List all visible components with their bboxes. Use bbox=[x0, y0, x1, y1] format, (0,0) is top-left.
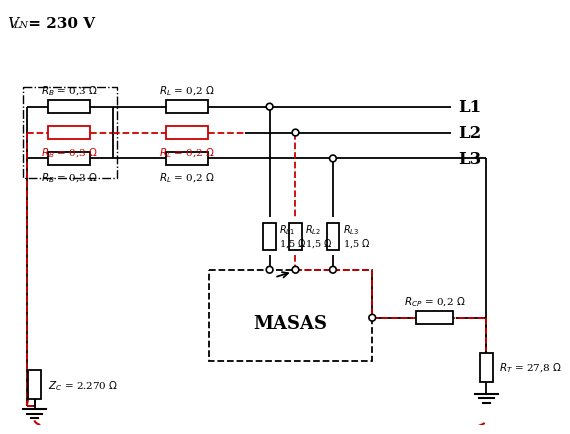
Bar bbox=[23, 88, 117, 178]
Text: L1: L1 bbox=[459, 99, 482, 116]
Text: $R_L$ = 0,2 $\Omega$: $R_L$ = 0,2 $\Omega$ bbox=[159, 145, 215, 159]
Bar bbox=[48, 152, 90, 166]
Circle shape bbox=[266, 104, 273, 111]
Bar bbox=[480, 353, 492, 382]
Text: $R_{L1}$: $R_{L1}$ bbox=[279, 223, 295, 237]
Text: 1,5 $\Omega$: 1,5 $\Omega$ bbox=[305, 237, 333, 250]
Text: 1,5 $\Omega$: 1,5 $\Omega$ bbox=[279, 237, 307, 250]
Text: MASAS: MASAS bbox=[254, 314, 328, 332]
Bar bbox=[48, 127, 90, 140]
Text: $R_B$ = 0,3 $\Omega$: $R_B$ = 0,3 $\Omega$ bbox=[40, 84, 97, 98]
Circle shape bbox=[369, 315, 376, 321]
Text: V: V bbox=[7, 16, 19, 30]
Text: = 230 V: = 230 V bbox=[23, 16, 95, 30]
Circle shape bbox=[292, 130, 299, 137]
Bar bbox=[327, 223, 339, 250]
Bar bbox=[209, 270, 372, 361]
Text: $R_{L2}$: $R_{L2}$ bbox=[305, 223, 321, 237]
Text: $R_{L3}$: $R_{L3}$ bbox=[343, 223, 359, 237]
Text: $R_B$ = 0,3 $\Omega$: $R_B$ = 0,3 $\Omega$ bbox=[40, 145, 97, 159]
Text: $R_B$ = 0,3 $\Omega$: $R_B$ = 0,3 $\Omega$ bbox=[40, 171, 97, 185]
Text: $R_{CP}$ = 0,2 $\Omega$: $R_{CP}$ = 0,2 $\Omega$ bbox=[404, 295, 465, 309]
Text: $R_L$ = 0,2 $\Omega$: $R_L$ = 0,2 $\Omega$ bbox=[159, 84, 215, 98]
Bar bbox=[416, 312, 453, 324]
Bar bbox=[48, 101, 90, 114]
Bar bbox=[289, 223, 302, 250]
Bar bbox=[166, 101, 208, 114]
Circle shape bbox=[292, 267, 299, 273]
Bar bbox=[28, 371, 41, 399]
Bar bbox=[166, 152, 208, 166]
Text: LN: LN bbox=[14, 21, 28, 30]
Bar bbox=[263, 223, 276, 250]
Text: $R_T$ = 27,8 $\Omega$: $R_T$ = 27,8 $\Omega$ bbox=[499, 361, 562, 375]
Text: $Z_C$ = 2.270 $\Omega$: $Z_C$ = 2.270 $\Omega$ bbox=[48, 378, 118, 392]
Circle shape bbox=[329, 156, 336, 162]
Text: 1,5 $\Omega$: 1,5 $\Omega$ bbox=[343, 237, 370, 250]
Text: L2: L2 bbox=[459, 125, 482, 142]
Text: L3: L3 bbox=[459, 151, 482, 168]
Circle shape bbox=[266, 267, 273, 273]
Circle shape bbox=[329, 267, 336, 273]
Text: $R_L$ = 0,2 $\Omega$: $R_L$ = 0,2 $\Omega$ bbox=[159, 171, 215, 185]
Bar bbox=[166, 127, 208, 140]
